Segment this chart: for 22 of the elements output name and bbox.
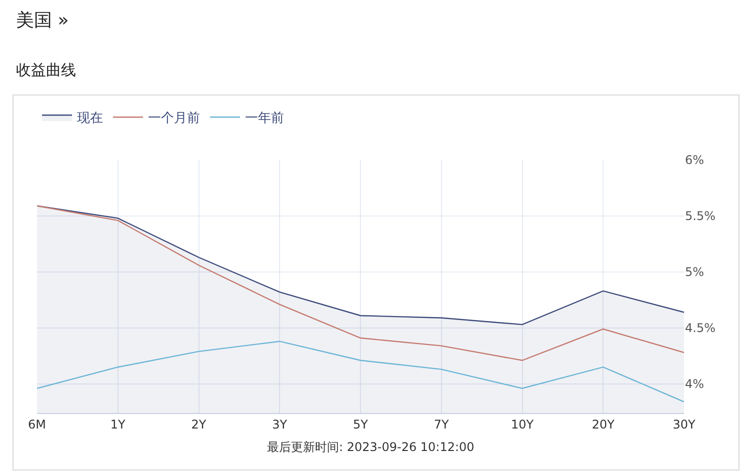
x-tick-label: 1Y bbox=[110, 417, 126, 432]
x-tick-label: 2Y bbox=[191, 417, 207, 432]
y-tick-label: 4% bbox=[685, 377, 704, 392]
line-series bbox=[37, 340, 684, 402]
x-tick-label: 10Y bbox=[510, 417, 534, 432]
x-tick-label: 6M bbox=[28, 417, 46, 432]
legend-label: 现在 bbox=[77, 111, 103, 126]
y-tick-label: 4.5% bbox=[685, 321, 716, 336]
x-tick-label: 20Y bbox=[592, 417, 616, 432]
text: 最后更新时间: 2023-09-26 10:12:00 bbox=[267, 440, 474, 454]
chart-subtitle: 收益曲线 bbox=[16, 61, 76, 79]
chart-title: 美国 » bbox=[16, 10, 69, 31]
legend-label: 一年前 bbox=[245, 111, 284, 126]
y-tick-label: 5% bbox=[685, 265, 704, 280]
y-tick-label: 5.5% bbox=[685, 209, 716, 224]
x-tick-label: 30Y bbox=[672, 417, 696, 432]
legend-label: 一个月前 bbox=[148, 111, 200, 126]
line-series bbox=[37, 205, 684, 361]
x-tick-label: 7Y bbox=[434, 417, 450, 432]
y-tick-label: 6% bbox=[685, 153, 704, 168]
x-tick-label: 3Y bbox=[272, 417, 288, 432]
x-tick-label: 5Y bbox=[353, 417, 369, 432]
